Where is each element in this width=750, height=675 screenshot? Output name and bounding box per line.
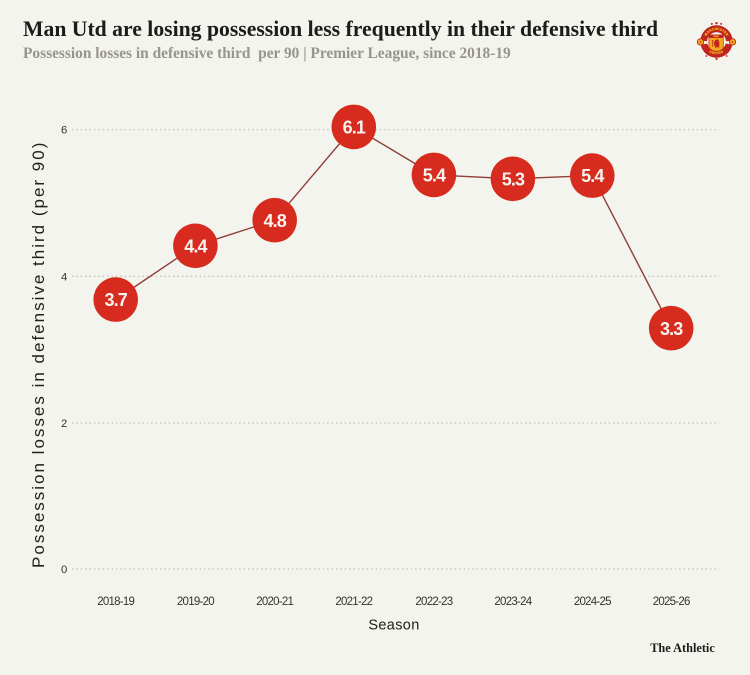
svg-text:2021-22: 2021-22 <box>335 596 372 608</box>
svg-text:Possession losses in defensive: Possession losses in defensive third per… <box>23 45 511 62</box>
svg-text:0: 0 <box>61 564 67 576</box>
svg-text:2025-26: 2025-26 <box>653 596 690 608</box>
svg-text:5.4: 5.4 <box>581 166 604 186</box>
svg-text:2018-19: 2018-19 <box>97 596 134 608</box>
svg-text:Possession losses in defensive: Possession losses in defensive third (pe… <box>29 141 48 568</box>
svg-text:4.8: 4.8 <box>264 211 287 231</box>
svg-text:Man Utd are losing possession: Man Utd are losing possession less frequ… <box>23 17 658 41</box>
svg-text:6.1: 6.1 <box>343 118 366 138</box>
svg-text:5.3: 5.3 <box>502 169 525 189</box>
svg-text:6: 6 <box>61 125 67 137</box>
svg-text:2020-21: 2020-21 <box>256 596 293 608</box>
svg-text:3.7: 3.7 <box>105 290 128 310</box>
svg-text:2022-23: 2022-23 <box>415 596 452 608</box>
svg-text:The Athletic: The Athletic <box>650 641 715 655</box>
svg-text:2024-25: 2024-25 <box>574 596 611 608</box>
svg-text:Season: Season <box>368 618 419 634</box>
svg-text:4: 4 <box>61 271 67 283</box>
svg-text:2023-24: 2023-24 <box>494 596 532 608</box>
svg-text:2019-20: 2019-20 <box>177 596 214 608</box>
svg-text:UNITED: UNITED <box>708 49 724 55</box>
svg-text:2: 2 <box>61 418 67 430</box>
svg-text:5.4: 5.4 <box>423 166 446 186</box>
svg-text:3.3: 3.3 <box>660 319 683 339</box>
svg-text:4.4: 4.4 <box>184 236 207 256</box>
